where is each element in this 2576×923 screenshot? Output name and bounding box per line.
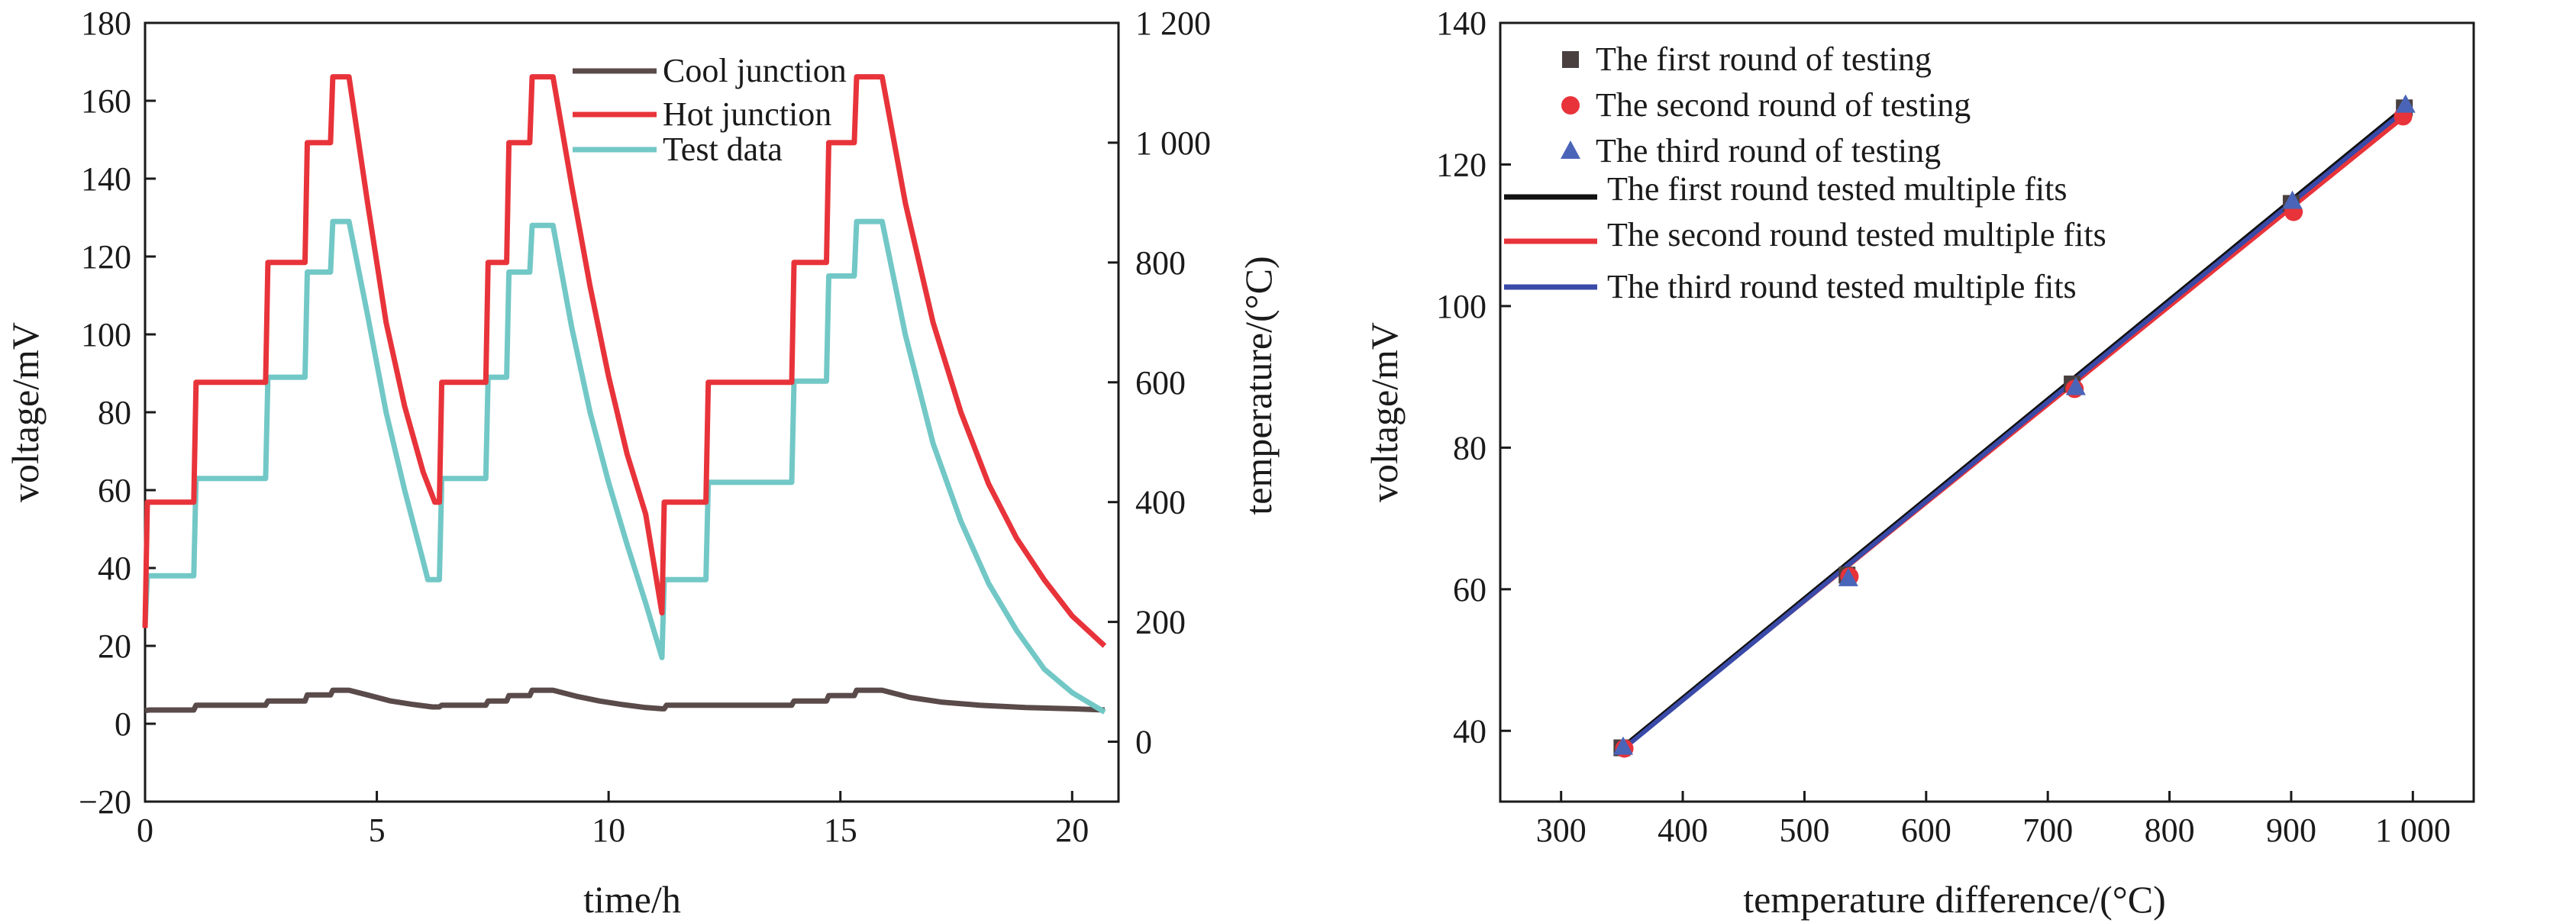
y2-tick-label: 800 (1135, 244, 1186, 282)
y2-tick-label: 1 200 (1135, 5, 1211, 42)
legend-label-round1: The first round of testing (1596, 40, 1932, 78)
y2-tick-label: 200 (1135, 604, 1186, 641)
data-point-triangle (1612, 736, 1633, 755)
y-tick-label: 0 (115, 705, 131, 743)
y-tick-label: 20 (98, 628, 131, 665)
y-tick-label: 160 (81, 82, 131, 120)
data-point-triangle (1838, 567, 1858, 586)
series-lines-left (142, 74, 1107, 715)
scatter-points-right (1612, 94, 2416, 758)
legend-label-fit1: The first round tested multiple fits (1607, 170, 2067, 208)
x-axis-label-left: time/h (583, 878, 681, 921)
y-ticks-right: 40 60 80 100 120 140 (1436, 5, 1511, 750)
legend-left: Cool junction Hot junction Test data (573, 52, 847, 168)
x-tick-label: 700 (2022, 812, 2073, 849)
chart-right: 40 60 80 100 120 140 300 400 500 600 700 800 900 1 0… (1363, 5, 2475, 921)
fit-lines-right (1620, 105, 2407, 752)
y-tick-label: 120 (81, 238, 131, 276)
data-point-triangle (2282, 190, 2303, 209)
y2-tick-label: 400 (1135, 484, 1186, 521)
x-tick-label: 800 (2145, 812, 2195, 849)
legend-label-cool: Cool junction (663, 52, 847, 89)
y-tick-label: 80 (98, 394, 131, 431)
y2-tick-label: 0 (1135, 724, 1152, 761)
series-line-cool-junction (144, 687, 1105, 714)
legend-marker-square (1562, 51, 1579, 68)
legend-label-hot: Hot junction (663, 95, 831, 133)
legend-label-round2: The second round of testing (1596, 86, 1971, 124)
y-tick-label: 180 (81, 5, 131, 42)
legend-right: The first round of testing The second ro… (1504, 40, 2106, 305)
data-point-triangle (2395, 94, 2416, 113)
y-axis-label-left: voltage/mV (4, 322, 47, 502)
y-tick-label: 60 (98, 472, 131, 509)
x-tick-label: 1 000 (2375, 812, 2451, 849)
y-tick-label: 80 (1453, 429, 1487, 466)
x-ticks-left: 0 5 10 15 20 (137, 791, 1089, 849)
x-tick-label: 400 (1658, 812, 1708, 849)
x-tick-label: 5 (369, 812, 386, 849)
x-ticks-right: 300 400 500 600 700 800 900 1 000 (1536, 791, 2451, 849)
y-tick-label: −20 (79, 783, 131, 821)
y-tick-label: 140 (81, 160, 131, 198)
y-ticks-left: −20 0 20 40 60 80 100 120 140 160 180 (79, 5, 156, 821)
x-tick-label: 0 (137, 812, 153, 849)
x-tick-label: 300 (1536, 812, 1587, 849)
y-tick-label: 140 (1436, 5, 1487, 42)
legend-label-test: Test data (663, 131, 783, 168)
legend-marker-triangle (1561, 140, 1580, 159)
y-tick-label: 120 (1436, 146, 1487, 183)
x-axis-label-right: temperature difference/(°C) (1743, 878, 2166, 921)
plot-frame-right (1499, 21, 2475, 803)
y-tick-label: 40 (1453, 712, 1487, 750)
x-tick-label: 600 (1901, 812, 1951, 849)
y-tick-label: 60 (1453, 571, 1487, 608)
y2-axis-label-left: temperature/(°C) (1237, 256, 1280, 515)
x-tick-label: 20 (1055, 812, 1089, 849)
y2-tick-label: 600 (1135, 364, 1186, 402)
y-axis-label-right: voltage/mV (1363, 322, 1406, 502)
y2-ticks-left: 0 200 400 600 800 1 000 1 200 (1108, 5, 1211, 761)
x-tick-label: 900 (2266, 812, 2316, 849)
x-tick-label: 10 (592, 812, 625, 849)
plot-frame-left (144, 21, 1120, 803)
series-line-hot-junction (142, 74, 1107, 648)
legend-label-round3: The third round of testing (1596, 132, 1941, 169)
y-tick-label: 100 (81, 316, 131, 353)
legend-label-fit2: The second round tested multiple fits (1607, 216, 2106, 253)
y-tick-label: 40 (98, 550, 131, 587)
series-line-test-data (142, 218, 1106, 715)
x-tick-label: 15 (824, 812, 857, 849)
fit-line (1620, 108, 2407, 752)
legend-label-fit3: The third round tested multiple fits (1607, 268, 2077, 305)
x-tick-label: 500 (1779, 812, 1829, 849)
legend-marker-circle (1561, 96, 1580, 115)
y-tick-label: 100 (1436, 288, 1487, 325)
y2-tick-label: 1 000 (1135, 124, 1211, 162)
data-point-triangle (2065, 376, 2086, 395)
